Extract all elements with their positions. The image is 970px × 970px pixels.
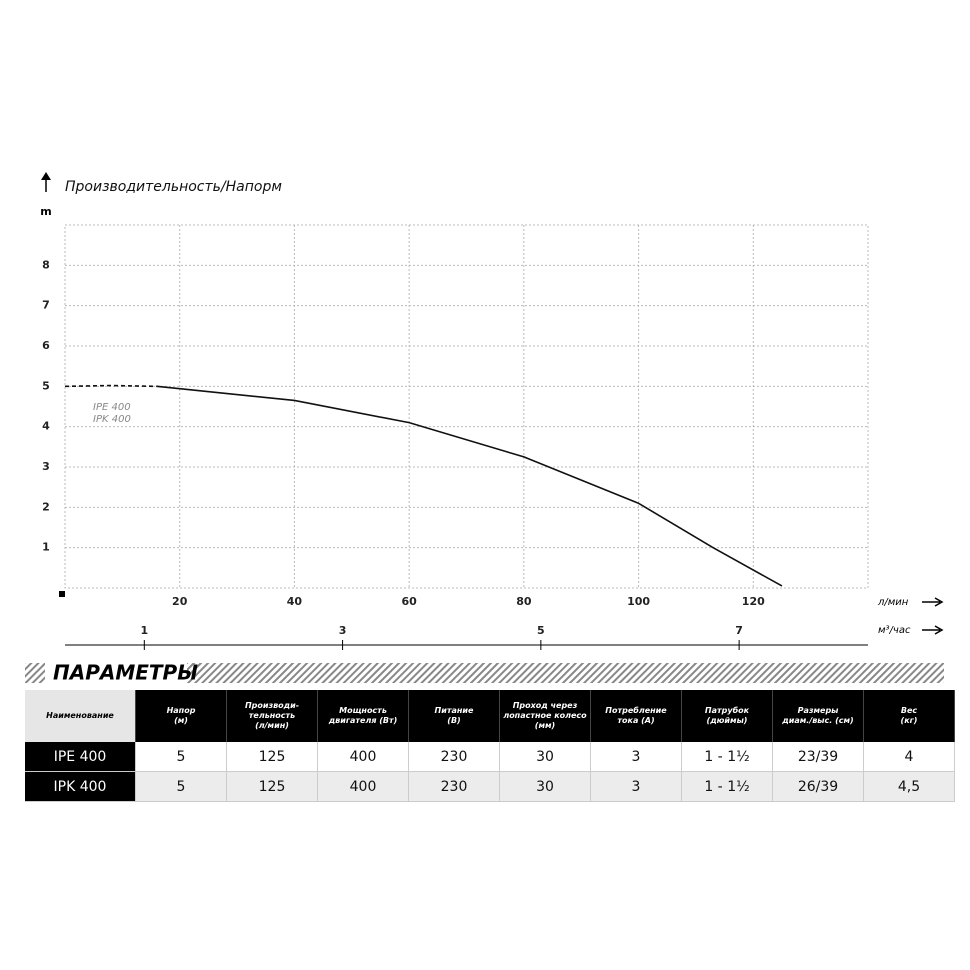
chart-title: Производительность/Напорм: [65, 179, 282, 195]
x-tick-label: 100: [627, 595, 650, 608]
y-arrow-head: [41, 172, 51, 180]
origin-mark: [59, 591, 65, 597]
x-axis-label: л/мин: [877, 597, 909, 608]
hatch: [187, 663, 944, 683]
table-cell: 3: [590, 771, 682, 802]
x2-axis-label: м³/час: [878, 625, 911, 636]
hatch: [25, 663, 45, 683]
table-cell: 400: [317, 742, 409, 772]
table-cell: 400: [317, 771, 409, 802]
x-tick-label: 60: [401, 595, 417, 608]
table-cell: 230: [408, 771, 500, 802]
y-tick-label: 8: [42, 258, 50, 271]
section-title: ПАРАМЕТРЫ: [53, 661, 198, 685]
table-cell: Питание (В): [408, 690, 500, 742]
x2-tick-label: 5: [537, 624, 545, 637]
table-row: IPK 400 5 125 400 230 30 3 1 - 1½ 26/39 4,5: [25, 771, 955, 802]
table-cell: Потребление тока (А): [590, 690, 682, 742]
table-cell: 26/39: [772, 771, 864, 802]
x-tick-label: 80: [516, 595, 532, 608]
y-tick-label: 7: [42, 299, 50, 312]
table-cell: IPE 400: [25, 742, 136, 772]
table-row: Наименование Напор (м) Производи- тельност…: [25, 690, 955, 742]
table-cell: 3: [590, 742, 682, 772]
curve: [156, 385, 783, 587]
table-cell: 1 - 1½: [681, 742, 773, 772]
params-table: Наименование Напор (м) Производи- тельност…: [25, 690, 955, 802]
table-cell: Проход через лопастное колесо (мм): [499, 690, 591, 742]
y-tick-label: 1: [42, 541, 50, 554]
table-cell: 4: [863, 742, 955, 772]
table-cell: Наименование: [25, 690, 136, 742]
table-cell: 4,5: [863, 771, 955, 802]
x2-tick-label: 1: [140, 624, 148, 637]
y-tick-label: 2: [42, 500, 50, 513]
plot-frame: [64, 224, 869, 589]
x2-tick-label: 3: [339, 624, 347, 637]
curve-label: IPE 400: [93, 402, 131, 413]
table-cell: 30: [499, 742, 591, 772]
table-cell: Напор (м): [135, 690, 227, 742]
table-cell: 30: [499, 771, 591, 802]
table-cell: 1 - 1½: [681, 771, 773, 802]
y-axis-label: m: [40, 205, 51, 218]
table-cell: Мощность двигателя (Вт): [317, 690, 409, 742]
table-cell: 5: [135, 771, 227, 802]
table-row: IPE 400 5 125 400 230 30 3 1 - 1½ 23/39 4: [25, 742, 955, 772]
table-cell: 230: [408, 742, 500, 772]
table-cell: 5: [135, 742, 227, 772]
table-cell: Патрубок (дюймы): [681, 690, 773, 742]
table-cell: 125: [226, 771, 318, 802]
table-cell: Производи- тельность (л/мин): [226, 690, 318, 742]
x-arrow: [922, 597, 944, 607]
table-cell: IPK 400: [25, 771, 136, 802]
curve: [64, 384, 157, 388]
y-tick-label: 3: [42, 460, 50, 473]
curve-label: IPK 400: [93, 414, 131, 425]
chart: Производительность/Напорм m л/мин м³/час…: [25, 172, 944, 685]
y-tick-label: 5: [42, 379, 50, 392]
table-cell: 23/39: [772, 742, 864, 772]
x-tick-label: 20: [172, 595, 188, 608]
table-cell: Вес (кг): [863, 690, 955, 742]
x-tick-label: 120: [742, 595, 765, 608]
y-tick-label: 4: [42, 420, 50, 433]
y-tick-label: 6: [42, 339, 50, 352]
x-tick-label: 40: [287, 595, 303, 608]
x2-tick-label: 7: [735, 624, 743, 637]
x2-arrow: [922, 625, 944, 635]
table-cell: 125: [226, 742, 318, 772]
table-cell: Размеры диам./выс. (см): [772, 690, 864, 742]
